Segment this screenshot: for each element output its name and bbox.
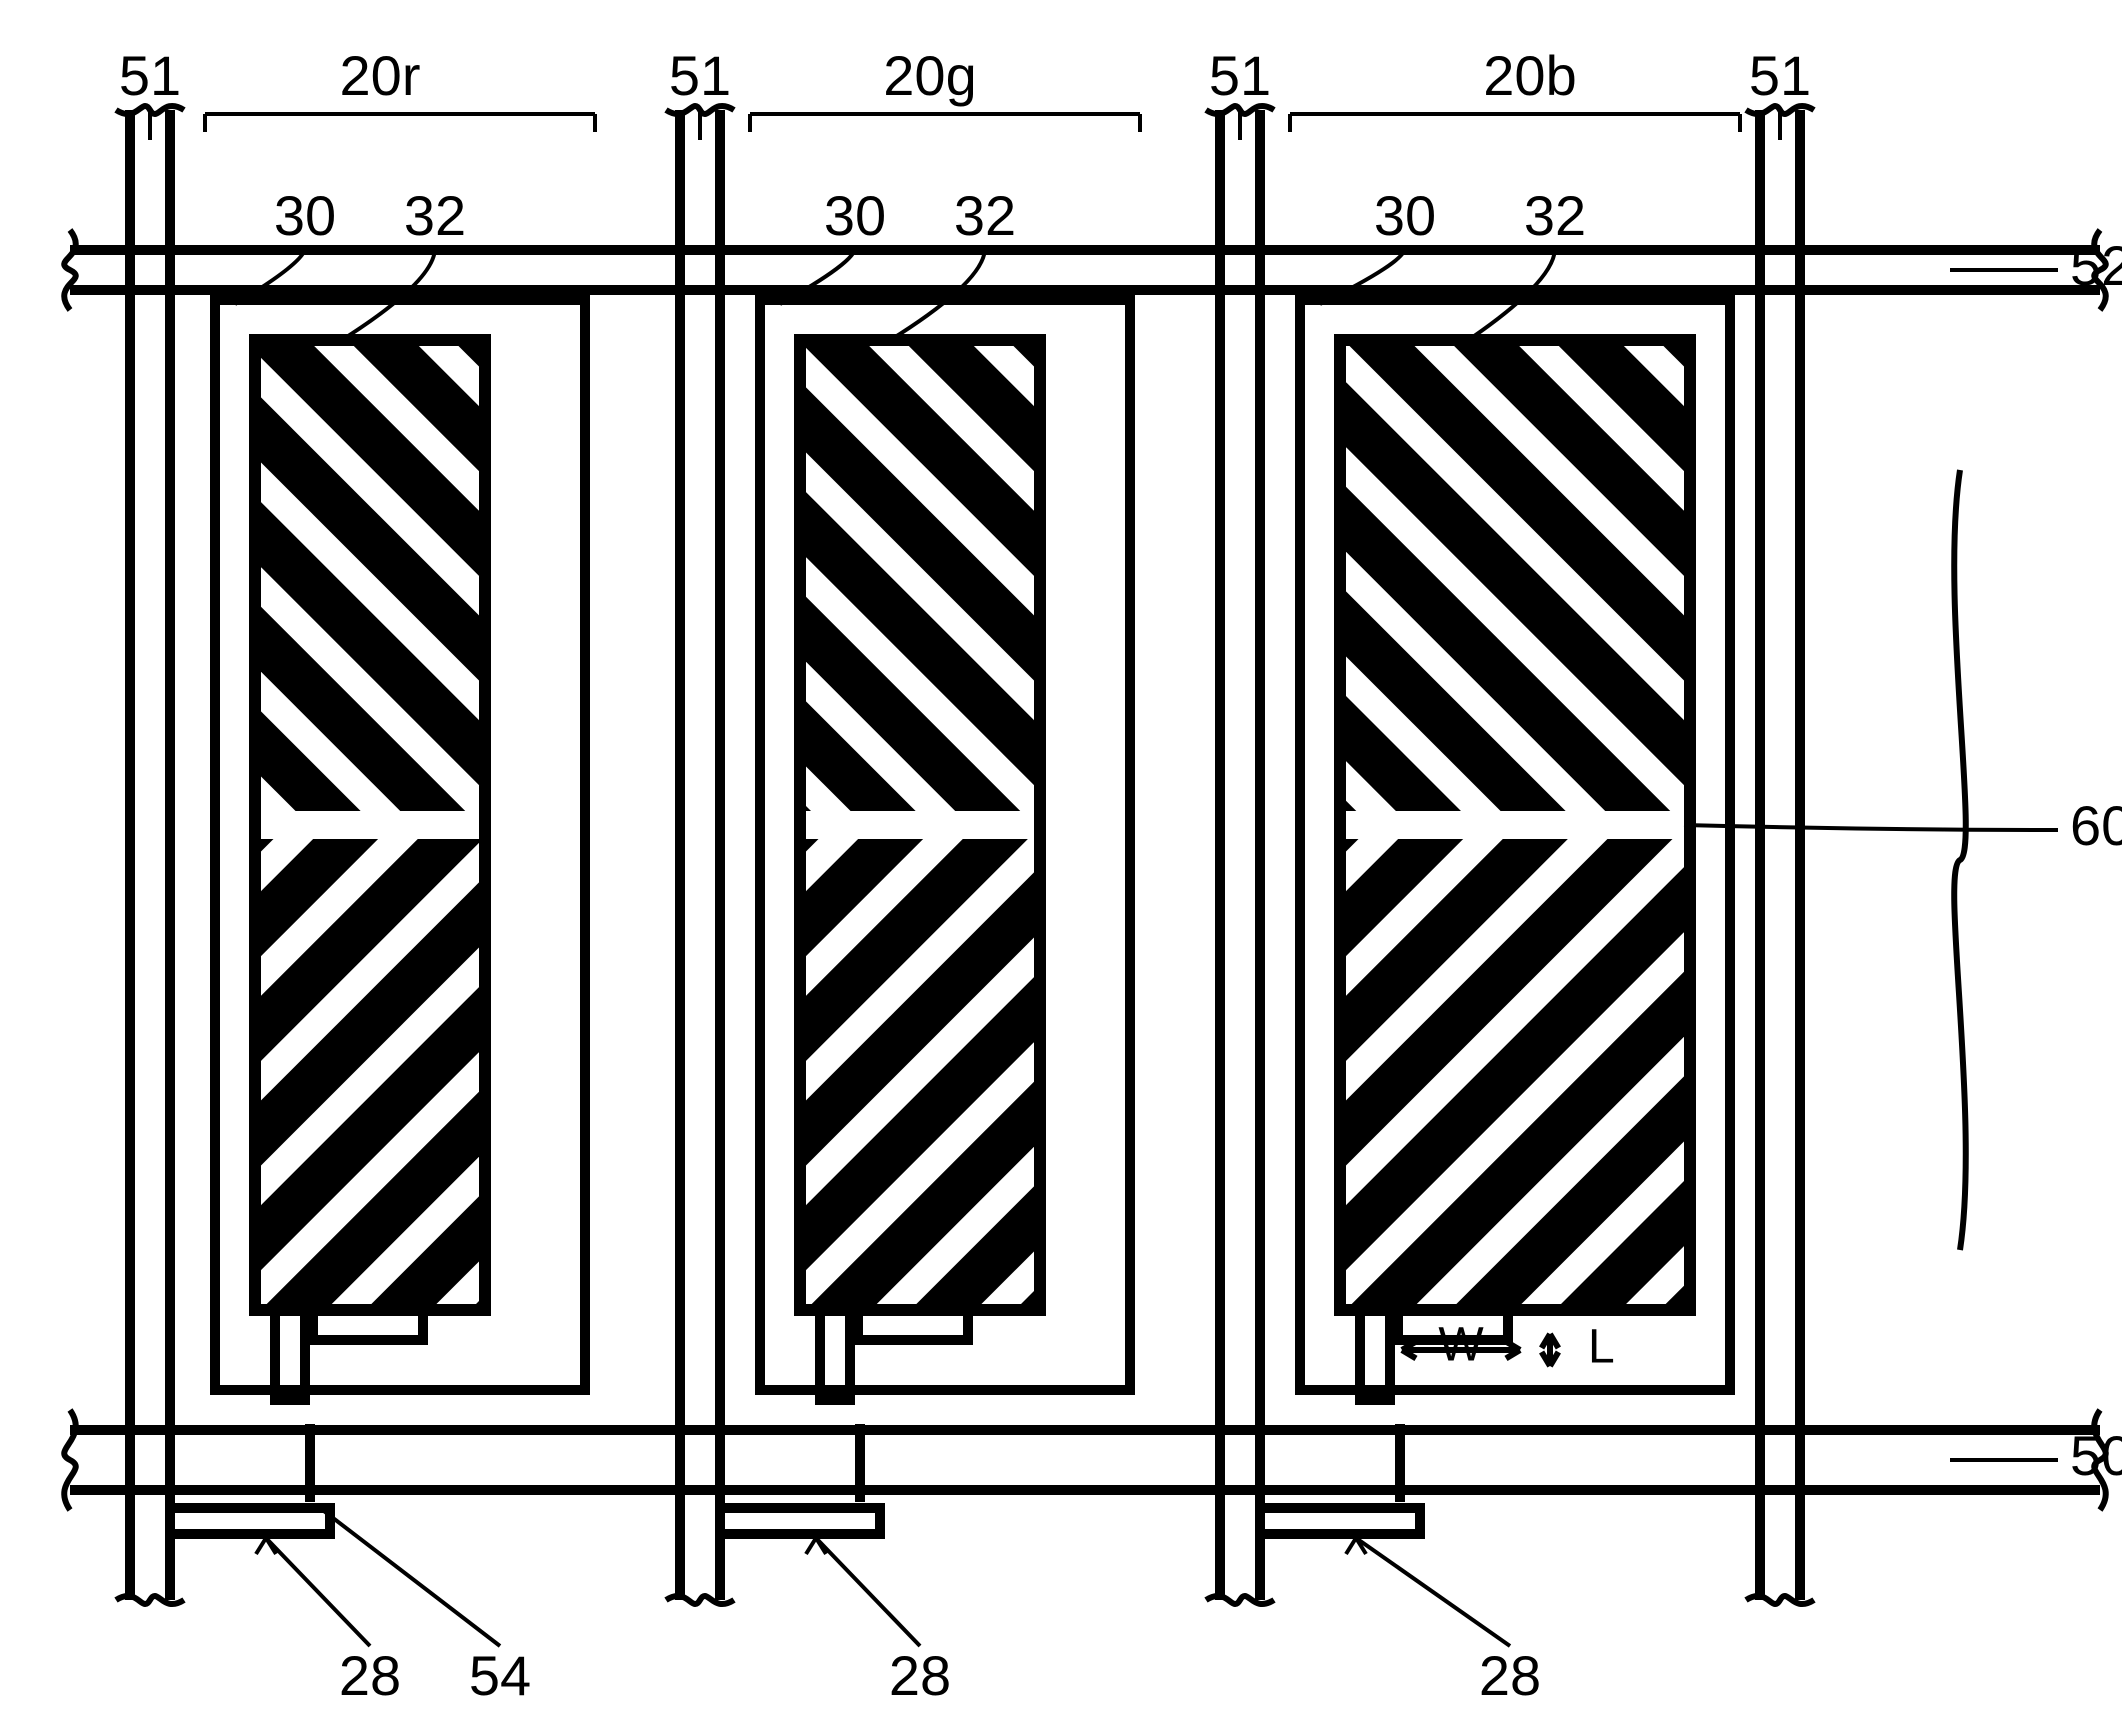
svg-text:30: 30 [824, 184, 886, 247]
svg-text:28: 28 [339, 1644, 401, 1707]
svg-text:W: W [1438, 1319, 1484, 1372]
svg-text:50: 50 [2070, 1424, 2122, 1487]
svg-text:51: 51 [1209, 44, 1271, 107]
svg-text:28: 28 [889, 1644, 951, 1707]
svg-text:L: L [1588, 1321, 1615, 1374]
svg-text:32: 32 [404, 184, 466, 247]
svg-text:28: 28 [1479, 1644, 1541, 1707]
svg-text:32: 32 [954, 184, 1016, 247]
pixel-layout-figure: W L 20r 20g 20b 51 51 51 51 30 32 30 32 30 32 28 28 28 54 5… [0, 0, 2122, 1719]
svg-text:30: 30 [1374, 184, 1436, 247]
svg-text:52: 52 [2070, 234, 2122, 297]
svg-text:60: 60 [2070, 794, 2122, 857]
svg-text:20r: 20r [340, 44, 421, 107]
svg-text:30: 30 [274, 184, 336, 247]
svg-text:51: 51 [669, 44, 731, 107]
svg-text:51: 51 [1749, 44, 1811, 107]
svg-text:32: 32 [1524, 184, 1586, 247]
svg-text:51: 51 [119, 44, 181, 107]
svg-text:20g: 20g [883, 44, 976, 107]
svg-text:20b: 20b [1483, 44, 1576, 107]
svg-text:54: 54 [469, 1644, 531, 1707]
